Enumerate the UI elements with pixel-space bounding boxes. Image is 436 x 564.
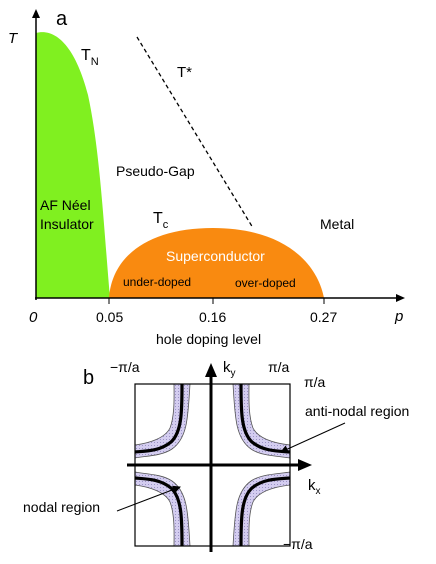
tstar-label: T* bbox=[177, 64, 192, 81]
metal-label: Metal bbox=[320, 216, 354, 232]
af-label-line2: Insulator bbox=[40, 216, 94, 232]
fermi-surface-arcs bbox=[134, 383, 291, 547]
panel-b-label: b bbox=[83, 367, 94, 389]
af-insulator-region bbox=[36, 32, 110, 299]
x-tick-label: 0 bbox=[29, 309, 38, 326]
underdoped-label: under-doped bbox=[123, 275, 191, 289]
antinodal-pointer-arrow bbox=[280, 422, 346, 453]
kx-axis-arrow bbox=[298, 459, 312, 471]
panel-a-label: a bbox=[56, 8, 68, 30]
kx-label: kx bbox=[308, 477, 321, 497]
x-axis-arrow bbox=[396, 294, 405, 302]
fermi-arc-top-left bbox=[134, 383, 184, 454]
af-label-line1: AF Néel bbox=[40, 197, 91, 213]
x-tick-label: 0.27 bbox=[310, 309, 337, 325]
pi-right-label: π/a bbox=[304, 374, 326, 390]
neg-pi-bottom-label: −π/a bbox=[283, 536, 313, 552]
y-axis-arrow bbox=[32, 9, 40, 18]
ky-label: ky bbox=[223, 359, 236, 379]
fermi-arc-top-right bbox=[239, 383, 291, 454]
x-tick-label: 0.16 bbox=[199, 309, 226, 325]
phase-diagram-panel: a T p 0 0.05 0.16 0.27 hole doping level… bbox=[8, 8, 405, 347]
pseudogap-crossover-line bbox=[136, 36, 254, 229]
overdoped-label: over-doped bbox=[235, 276, 296, 290]
x-axis-title: hole doping level bbox=[156, 331, 261, 347]
superconductor-dome bbox=[109, 228, 324, 298]
x-axis-label: p bbox=[394, 308, 403, 325]
fermi-arc-bottom-right bbox=[239, 476, 291, 547]
x-tick-label: 0.05 bbox=[96, 309, 123, 325]
nodal-pointer-arrow bbox=[116, 485, 181, 512]
y-axis-label: T bbox=[8, 30, 19, 47]
antinodal-region-label: anti-nodal region bbox=[305, 403, 409, 419]
pseudogap-label: Pseudo-Gap bbox=[116, 163, 195, 179]
ky-axis-arrow bbox=[205, 363, 217, 377]
neg-pi-top-label: −π/a bbox=[110, 359, 140, 375]
pi-top-label: π/a bbox=[268, 359, 290, 375]
tc-label: Tc bbox=[153, 210, 169, 231]
fermi-arc-bottom-left bbox=[134, 476, 184, 547]
superconductor-label: Superconductor bbox=[166, 248, 265, 264]
neel-temperature-label: TN bbox=[81, 47, 99, 68]
brillouin-zone-panel: b ky kx −π/a π/a π/a −π/a anti-nodal reg bbox=[23, 359, 409, 552]
nodal-region-label: nodal region bbox=[23, 499, 100, 515]
